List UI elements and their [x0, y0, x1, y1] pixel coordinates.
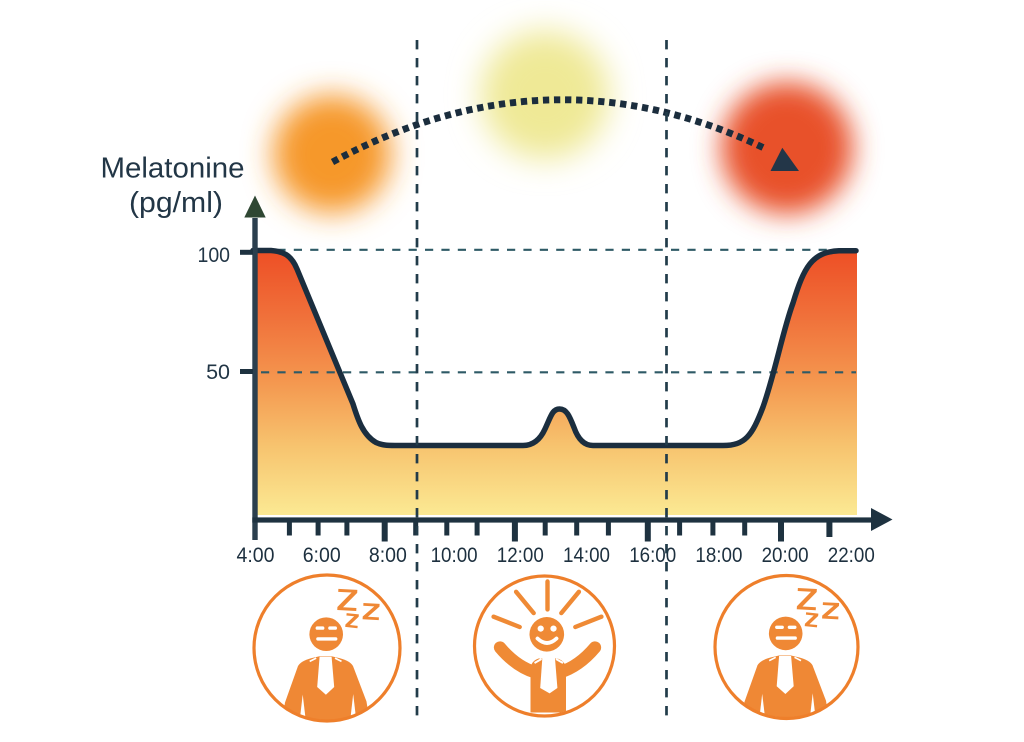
svg-text:10:00: 10:00 — [431, 543, 478, 567]
svg-text:8:00: 8:00 — [369, 543, 407, 567]
svg-text:14:00: 14:00 — [563, 543, 610, 567]
svg-text:100: 100 — [198, 243, 231, 267]
svg-text:16:00: 16:00 — [629, 543, 676, 567]
svg-text:12:00: 12:00 — [497, 543, 544, 567]
svg-text:50: 50 — [206, 360, 230, 384]
svg-text:(pg/ml): (pg/ml) — [129, 187, 223, 219]
svg-text:6:00: 6:00 — [303, 543, 341, 567]
svg-text:18:00: 18:00 — [695, 543, 742, 567]
svg-text:20:00: 20:00 — [762, 543, 809, 567]
svg-text:Melatonine: Melatonine — [101, 153, 245, 185]
svg-text:22:00: 22:00 — [828, 543, 875, 567]
svg-text:4:00: 4:00 — [237, 543, 275, 567]
